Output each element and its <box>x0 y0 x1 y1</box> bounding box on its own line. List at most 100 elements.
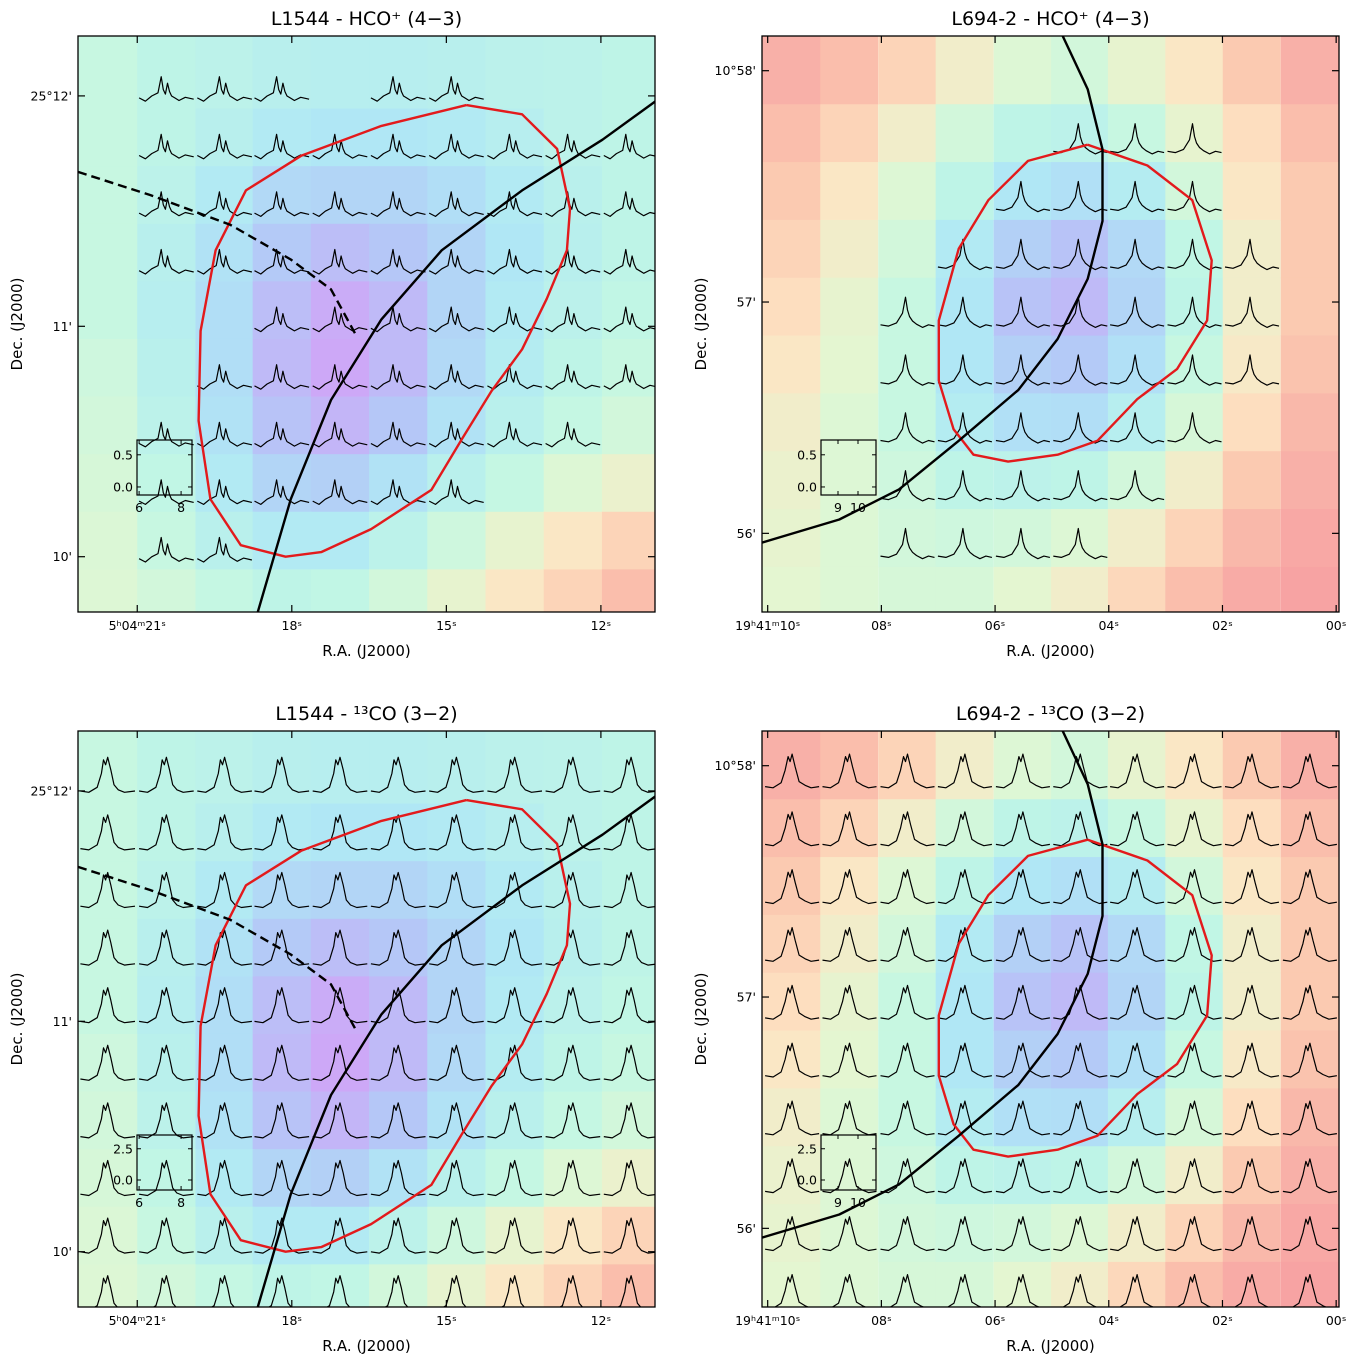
map-pixel <box>195 1264 255 1307</box>
spectrum <box>1282 753 1337 789</box>
spectrum <box>603 248 655 275</box>
spectrum-line <box>254 871 310 909</box>
map-pixel <box>601 569 655 612</box>
spectrum-line <box>880 1042 935 1078</box>
spectrum-line <box>197 364 253 390</box>
spectrum <box>1167 811 1222 847</box>
map-pixel <box>1165 1030 1224 1089</box>
map-pixel <box>427 1149 487 1208</box>
spectrum-line <box>995 753 1050 789</box>
spectrum <box>487 814 543 851</box>
spectrum-line <box>428 306 484 333</box>
spectrum <box>880 354 935 386</box>
inset-y-tick-label: 2.5 <box>113 1141 133 1156</box>
map-pixel <box>78 281 138 340</box>
map-pixel <box>252 861 312 920</box>
spectrum <box>312 814 368 851</box>
spectrum-line <box>1110 470 1165 502</box>
spectrum <box>429 756 484 793</box>
spectrum <box>370 1159 426 1197</box>
map-pixel <box>993 104 1052 163</box>
curve <box>256 100 655 612</box>
map-pixel <box>935 972 994 1032</box>
plot-area <box>78 731 655 1307</box>
map-pixel <box>820 1088 879 1147</box>
spectrum-line <box>312 1217 368 1254</box>
y-tick-label: 10' <box>53 1244 72 1259</box>
spectrum <box>197 364 253 390</box>
curve <box>78 865 358 1032</box>
spectrum <box>487 364 543 390</box>
inset-y-tick-label: 2.5 <box>797 1141 817 1156</box>
x-tick-label: 00ˢ <box>1326 1313 1347 1328</box>
spectrum <box>254 479 310 505</box>
spectrum <box>1282 811 1337 847</box>
map-pixel <box>485 1206 545 1265</box>
y-tick-label: 57' <box>737 295 756 310</box>
spectrum <box>995 1216 1050 1252</box>
spectrum <box>1110 180 1165 213</box>
spectrum <box>937 1273 992 1307</box>
spectrum <box>312 479 368 505</box>
map-pixel <box>427 861 487 920</box>
spectrum-line <box>254 814 310 851</box>
map-pixel <box>1222 393 1281 452</box>
map-pixel <box>1051 1204 1109 1263</box>
spectrum-line <box>995 1100 1050 1136</box>
spectrum-line <box>545 814 601 851</box>
map-pixel <box>762 277 821 337</box>
spectrum-line <box>880 1158 935 1194</box>
spectrum-line <box>880 296 935 328</box>
spectrum-line <box>765 753 820 789</box>
spectrum-line <box>545 133 601 160</box>
map-pixel <box>78 454 138 513</box>
spectrum <box>995 869 1050 905</box>
spectrum-line <box>1110 1216 1165 1252</box>
inset-x-tick-label: 10 <box>850 1195 866 1210</box>
spectrum <box>545 987 601 1024</box>
map-pixel <box>1280 277 1339 337</box>
spectrum <box>545 871 601 909</box>
spectrum-line <box>1053 296 1108 328</box>
map-pixel <box>762 335 821 394</box>
map-pixel <box>762 1146 821 1205</box>
spectrum-line <box>880 984 935 1020</box>
spectrum-line <box>1224 1158 1280 1194</box>
spectrum <box>937 527 993 560</box>
spectrum <box>1224 984 1280 1020</box>
y-axis-label: Dec. (J2000) <box>8 278 26 371</box>
spectrum-line <box>1110 123 1165 155</box>
spectrum <box>995 1158 1050 1194</box>
spectrum-line <box>1110 1100 1165 1136</box>
spectrum-line <box>312 133 368 160</box>
spectrum <box>1110 354 1165 386</box>
spectrum <box>1224 1042 1280 1078</box>
spectrum-line <box>995 984 1050 1020</box>
inset: 9 10 0.0 0.5 <box>797 439 877 515</box>
spectrum <box>312 306 368 333</box>
y-tick-label: 10' <box>53 549 72 564</box>
map-pixel <box>427 36 487 110</box>
spectrum <box>370 871 426 909</box>
map-pixel <box>1165 509 1224 568</box>
spectrum-line <box>428 76 484 102</box>
spectrum-line <box>1167 753 1222 789</box>
spectrum <box>822 926 877 962</box>
spectrum <box>429 1217 484 1254</box>
spectrum <box>254 133 310 160</box>
spectrum <box>545 814 601 851</box>
map-pixel <box>1222 1030 1281 1089</box>
map-pixel <box>310 36 371 110</box>
spectrum <box>138 133 194 160</box>
map-pixel <box>1280 914 1339 974</box>
spectrum <box>487 1217 543 1254</box>
map-pixel <box>820 509 879 568</box>
spectrum <box>765 1216 820 1252</box>
map-pixel <box>601 1264 655 1307</box>
spectrum <box>880 926 935 962</box>
map-pixel <box>935 799 994 858</box>
map-pixel <box>1107 36 1166 105</box>
map-pixel <box>427 511 487 570</box>
spectrum <box>603 756 655 793</box>
map-pixel <box>820 731 879 800</box>
